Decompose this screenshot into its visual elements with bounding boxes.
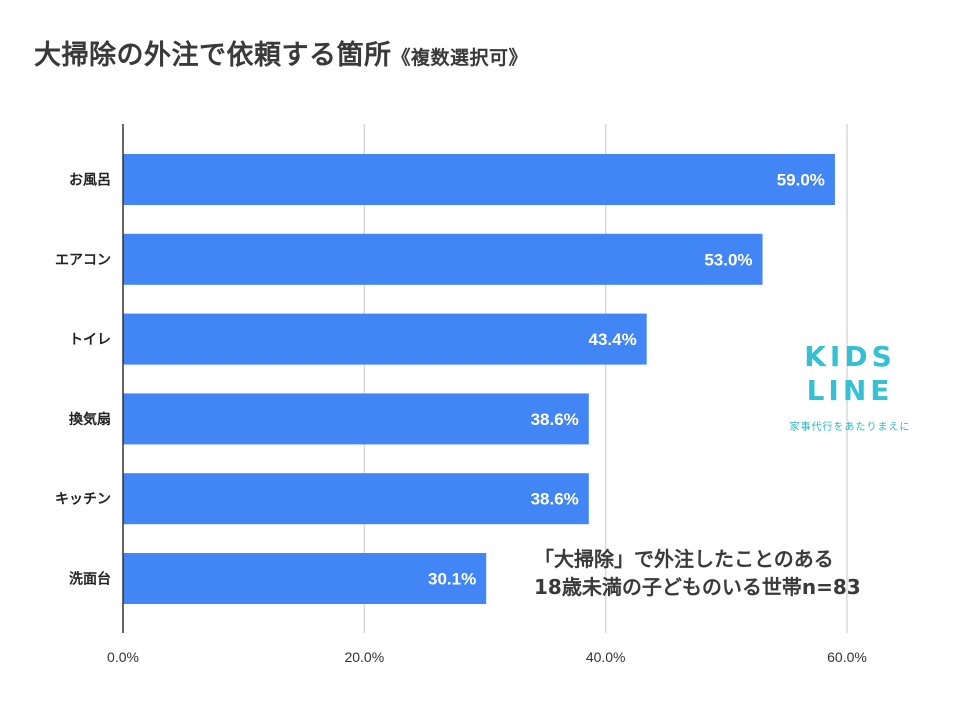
category-label: トイレ [69,332,111,348]
category-label: お風呂 [69,173,111,189]
bar [123,473,589,525]
x-tick-label: 20.0% [344,649,384,665]
chart-title: 大掃除の外注で依頼する箇所《複数選択可》 [34,33,528,72]
chart-title-sub: 《複数選択可》 [391,47,529,69]
data-label: 53.0% [704,250,752,269]
sample-note: 「大掃除」で外注したことのある 18歳未満の子どものいる世帯n=83 [534,545,861,601]
category-label: 洗面台 [69,571,111,588]
data-label: 59.0% [777,171,825,190]
logo-word-1: KIDS [804,340,896,373]
bar [123,313,647,365]
sample-note-line-2: 18歳未満の子どものいる世帯n=83 [534,575,861,599]
x-tick-label: 0.0% [107,649,139,665]
sample-note-line-1: 「大掃除」で外注したことのある [534,547,834,571]
data-label: 43.4% [588,330,636,349]
category-label: キッチン [55,492,111,508]
data-label: 38.6% [531,410,579,429]
category-label: 換気扇 [69,411,111,428]
logo-tagline: 家事代行をあたりまえに [789,422,911,433]
bar [123,233,763,285]
bar [123,393,589,445]
kidsline-logo: KIDS LINE 家事代行をあたりまえに [780,340,920,435]
x-tick-label: 60.0% [827,649,867,665]
data-label: 30.1% [428,570,476,589]
bar [123,553,487,604]
bar [123,154,835,205]
category-label: エアコン [55,252,111,268]
data-label: 38.6% [531,490,579,509]
logo-word-2: LINE [806,374,894,407]
chart-title-main: 大掃除の外注で依頼する箇所 [34,40,392,71]
x-tick-label: 40.0% [586,649,626,665]
